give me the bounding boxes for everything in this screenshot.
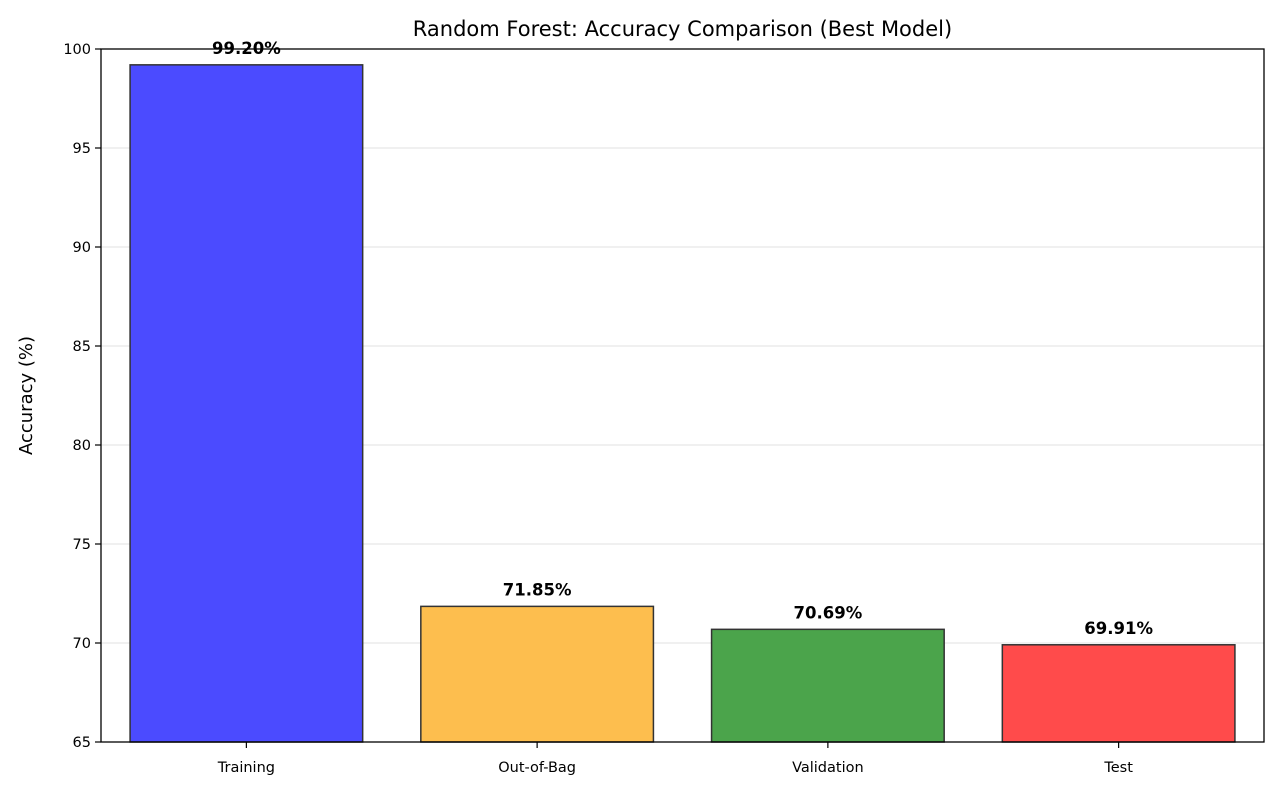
bar-value-label: 70.69% [794,603,863,622]
bar-validation [710,628,945,743]
y-tick-label: 90 [73,240,91,256]
bar-training [129,64,364,743]
y-tick-label: 95 [73,141,91,157]
x-axis-ticks: Training Out-of-Bag Validation Test [217,742,1133,776]
y-tick-label: 80 [73,438,91,454]
y-tick-label: 70 [73,636,91,652]
chart-title: Random Forest: Accuracy Comparison (Best… [413,17,952,41]
y-tick-label: 85 [73,339,91,355]
y-axis-ticks: 65 70 75 80 85 90 95 100 [63,42,101,751]
x-tick-label: Validation [792,760,864,776]
data-labels: 99.20% 71.85% 70.69% 69.91% [212,39,1153,638]
bar-out-of-bag [420,605,655,743]
y-tick-label: 75 [73,537,91,553]
plot-frame [100,48,1265,743]
x-tick-label: Training [217,760,275,776]
y-tick-label: 65 [73,735,91,751]
x-tick-label: Out-of-Bag [498,760,576,776]
bar-test [1001,644,1236,743]
bars [129,64,1236,743]
y-tick-label: 100 [63,42,91,58]
bar-value-label: 71.85% [503,580,572,599]
x-tick-label: Test [1103,760,1133,776]
bar-value-label: 69.91% [1084,619,1153,638]
y-axis-title: Accuracy (%) [16,336,37,455]
bar-value-label: 99.20% [212,39,281,58]
